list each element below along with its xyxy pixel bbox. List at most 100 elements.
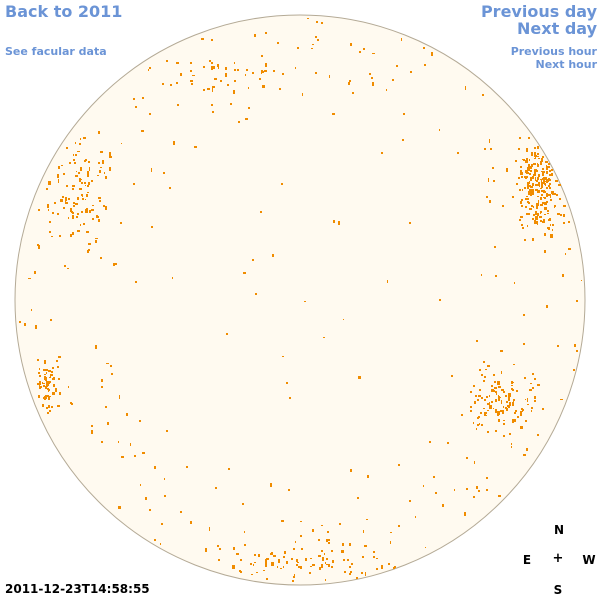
back-to-year-link[interactable]: Back to 2011 (5, 2, 123, 21)
observation-timestamp: 2011-12-23T14:58:55 (5, 582, 150, 596)
facula-speck (518, 177, 520, 179)
facula-speck (512, 402, 514, 406)
facula-speck (75, 154, 77, 156)
facula-speck (47, 412, 49, 414)
facula-speck (481, 374, 483, 376)
next-day-link[interactable]: Next day (517, 19, 597, 38)
facula-speck (148, 69, 149, 71)
facula-speck (126, 413, 128, 416)
facula-speck (265, 63, 267, 67)
facula-speck (45, 387, 47, 389)
facula-speck (490, 148, 492, 150)
facula-speck (489, 395, 490, 397)
facula-speck (392, 79, 394, 81)
facula-speck (288, 489, 290, 491)
facula-speck (66, 147, 68, 149)
see-facular-data-link[interactable]: See facular data (5, 45, 107, 58)
facula-speck (333, 220, 335, 223)
next-hour-link[interactable]: Next hour (535, 58, 598, 71)
facula-speck (540, 211, 542, 213)
facula-speck (234, 80, 236, 82)
facula-speck (518, 148, 520, 150)
facula-speck (261, 55, 263, 57)
facula-speck (521, 205, 523, 207)
facula-speck (38, 245, 40, 249)
facula-speck (225, 67, 227, 70)
facula-speck (105, 176, 107, 179)
facula-speck (527, 169, 530, 171)
facula-speck (57, 405, 60, 407)
facula-speck (498, 386, 501, 388)
facula-speck (212, 111, 214, 113)
facula-speck (39, 375, 41, 377)
facula-speck (538, 158, 540, 159)
facula-speck (211, 104, 213, 106)
facula-speck (256, 572, 258, 573)
facula-speck (549, 183, 551, 185)
facula-speck (220, 80, 222, 82)
facula-speck (557, 213, 560, 215)
facula-speck (398, 525, 400, 527)
facula-speck (555, 180, 558, 182)
facula-speck (48, 405, 50, 408)
facula-speck (211, 62, 213, 64)
facula-speck (493, 408, 494, 409)
facula-speck (47, 395, 49, 397)
facula-speck (531, 407, 533, 409)
facula-speck (545, 183, 546, 186)
facula-speck (509, 433, 511, 435)
facula-speck (180, 73, 182, 76)
facula-speck (45, 377, 47, 381)
facula-speck (245, 118, 248, 120)
facula-speck (283, 556, 285, 558)
facula-speck (325, 579, 326, 581)
facula-speck (349, 566, 351, 568)
facula-speck (535, 184, 538, 186)
facula-speck (77, 213, 79, 215)
facula-speck (300, 521, 302, 522)
facula-speck (491, 389, 494, 392)
facula-speck (470, 406, 472, 408)
facula-speck (37, 359, 39, 361)
facula-speck (529, 189, 532, 191)
facula-speck (82, 198, 84, 200)
facula-speck (95, 345, 97, 349)
facula-speck (46, 188, 48, 190)
facula-speck (154, 539, 156, 541)
facula-speck (537, 164, 539, 167)
facula-speck (551, 191, 554, 194)
facula-speck (264, 70, 267, 72)
facula-speck (61, 165, 63, 166)
facula-speck (350, 43, 352, 46)
facula-speck (215, 487, 217, 489)
facula-speck (534, 152, 536, 154)
previous-day-link[interactable]: Previous day (480, 2, 597, 21)
facula-speck (549, 194, 551, 196)
facula-speck (73, 205, 75, 207)
facula-speck (304, 301, 306, 302)
facula-speck (476, 428, 477, 430)
facula-speck (266, 558, 269, 560)
facula-speck (121, 456, 124, 458)
facula-speck (529, 173, 531, 175)
facula-speck (531, 165, 533, 167)
facula-speck (559, 198, 561, 200)
facula-speck (530, 167, 532, 169)
facula-speck (556, 194, 558, 196)
compass-center-icon: + (552, 551, 564, 566)
facula-speck (505, 407, 507, 409)
facula-speck (48, 370, 51, 372)
facula-speck (92, 205, 94, 206)
facula-speck (543, 171, 545, 173)
facula-speck (528, 213, 530, 215)
facula-speck (560, 399, 563, 400)
facula-speck (72, 185, 75, 187)
facula-speck (525, 399, 526, 400)
facula-speck (520, 426, 523, 429)
facula-speck (476, 486, 478, 489)
facula-speck (531, 205, 533, 207)
facula-speck (401, 38, 402, 41)
previous-hour-link[interactable]: Previous hour (510, 45, 597, 58)
facula-speck (234, 62, 235, 64)
facula-speck (563, 205, 566, 207)
